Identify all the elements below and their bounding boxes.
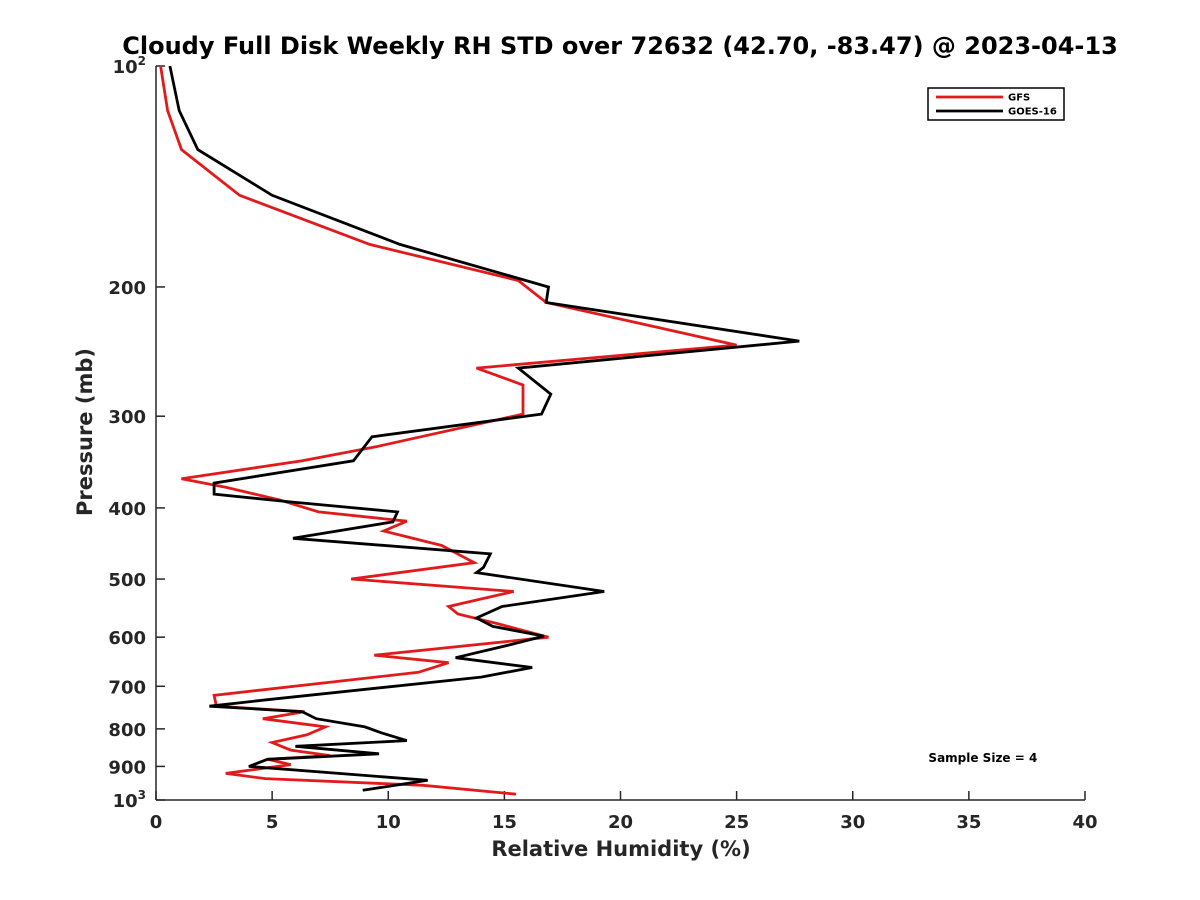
x-axis-label: Relative Humidity (%) [491,837,750,861]
series-line-goes16 [168,65,800,792]
plot-area [155,66,1085,801]
y-tick-label: 103 [113,788,146,812]
annotations: Sample Size = 4 [928,751,1037,765]
x-tick-label: 10 [376,812,401,833]
x-tick-label: 30 [840,812,865,833]
y-tick-label: 700 [108,677,146,698]
legend-box [927,87,1065,121]
x-tick-label: 5 [266,812,279,833]
y-tick-label: 500 [108,570,146,591]
series-line-gfs [159,65,737,796]
x-tick-label: 15 [492,812,517,833]
axis-ticks: 0 5 10 15 20 25 30 35 40 102 200 300 400 500 600 700 800… [108,54,1097,833]
chart-title: Cloudy Full Disk Weekly RH STD over 7263… [122,32,1118,60]
x-tick-label: 25 [724,812,749,833]
series-lines [159,65,800,796]
legend-label: GFS [1008,93,1030,104]
sample-size-annotation: Sample Size = 4 [928,751,1037,765]
plot-background [156,66,1085,800]
y-axis-label: Pressure (mb) [73,348,97,516]
y-tick-label: 102 [113,54,146,78]
x-tick-label: 35 [956,812,981,833]
y-tick-label: 800 [108,720,146,741]
y-tick-label: 200 [108,278,146,299]
legend-label: GOES-16 [1008,107,1057,118]
y-tick-label: 400 [108,499,146,520]
x-tick-label: 40 [1072,812,1097,833]
legend: GFS GOES-16 [927,87,1065,121]
y-tick-label: 600 [108,628,146,649]
x-tick-label: 0 [150,812,163,833]
y-tick-label: 300 [108,407,146,428]
y-tick-label: 900 [108,757,146,778]
x-tick-label: 20 [608,812,633,833]
